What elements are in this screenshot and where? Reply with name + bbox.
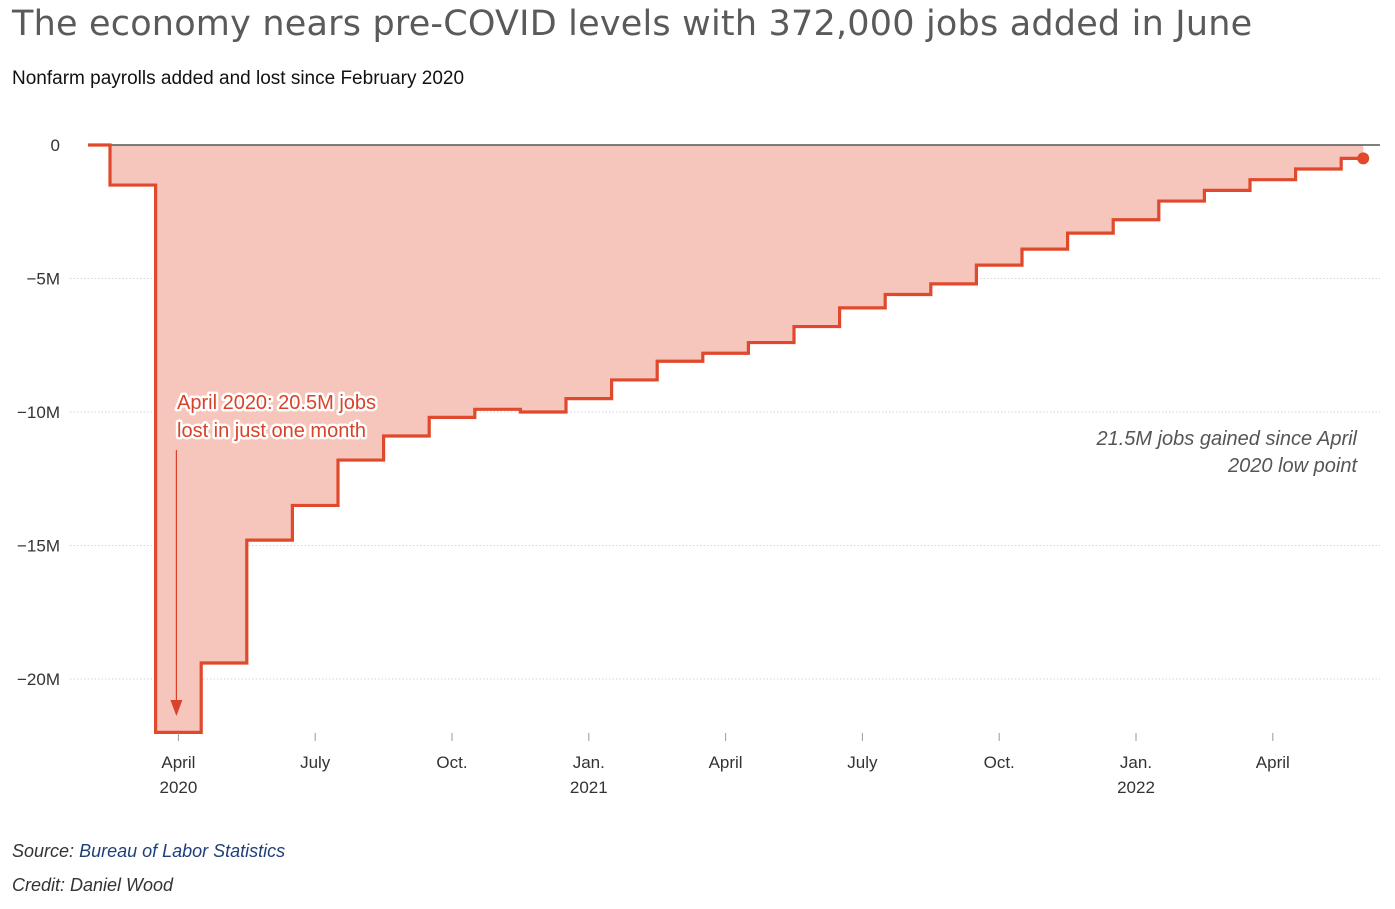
annotations: April 2020: 20.5M jobs lost in just one m… bbox=[170, 390, 1358, 716]
jobs-lost-area bbox=[88, 145, 1364, 733]
latest-value-dot bbox=[1357, 152, 1370, 165]
x-tick-label: April bbox=[709, 753, 743, 772]
x-tick-label: Oct. bbox=[436, 753, 467, 772]
chart-title: The economy nears pre-COVID levels with … bbox=[12, 4, 1253, 44]
x-tick-label: April bbox=[1256, 753, 1290, 772]
arrowhead-icon bbox=[170, 700, 183, 716]
y-tick-label: −15M bbox=[17, 537, 60, 556]
y-tick-label: 0 bbox=[51, 136, 60, 155]
x-tick-year-label: 2022 bbox=[1117, 778, 1155, 797]
credit-note: Credit: Daniel Wood bbox=[12, 875, 174, 895]
x-tick-label: July bbox=[300, 753, 331, 772]
low-point-annotation-line: April 2020: 20.5M jobs bbox=[177, 392, 376, 414]
x-axis: April 2020 July Oct. Jan. 2021 April July Oct. Ja… bbox=[159, 733, 1290, 797]
recovery-annotation-line: 2020 low point bbox=[1227, 455, 1358, 477]
payrolls-step-chart: 0 −5M −10M −15M −20M April 2020 July Oct. Jan. 20… bbox=[17, 136, 1380, 797]
chart-subtitle: Nonfarm payrolls added and lost since Fe… bbox=[12, 68, 465, 89]
source-note: Source: Bureau of Labor Statistics bbox=[12, 841, 285, 862]
x-tick-label: Oct. bbox=[984, 753, 1015, 772]
y-tick-label: −20M bbox=[17, 670, 60, 689]
recovery-annotation: 21.5M jobs gained since April 2020 low po… bbox=[1095, 428, 1358, 477]
x-tick-label: Jan. bbox=[573, 753, 605, 772]
recovery-annotation-line: 21.5M jobs gained since April bbox=[1095, 428, 1357, 450]
source-label: Source: bbox=[12, 841, 75, 861]
y-tick-label: −10M bbox=[17, 403, 60, 422]
x-tick-year-label: 2021 bbox=[570, 778, 608, 797]
x-tick-label: April bbox=[161, 753, 195, 772]
y-axis-labels: 0 −5M −10M −15M −20M bbox=[17, 136, 60, 689]
low-point-annotation-line: lost in just one month bbox=[177, 420, 366, 442]
x-tick-label: Jan. bbox=[1120, 753, 1152, 772]
y-tick-label: −5M bbox=[26, 270, 60, 289]
jobs-lost-line bbox=[88, 143, 1364, 734]
low-point-annotation: April 2020: 20.5M jobs lost in just one m… bbox=[177, 392, 376, 442]
source-link[interactable]: Bureau of Labor Statistics bbox=[79, 841, 286, 861]
x-tick-year-label: 2020 bbox=[159, 778, 197, 797]
x-tick-label: July bbox=[847, 753, 878, 772]
